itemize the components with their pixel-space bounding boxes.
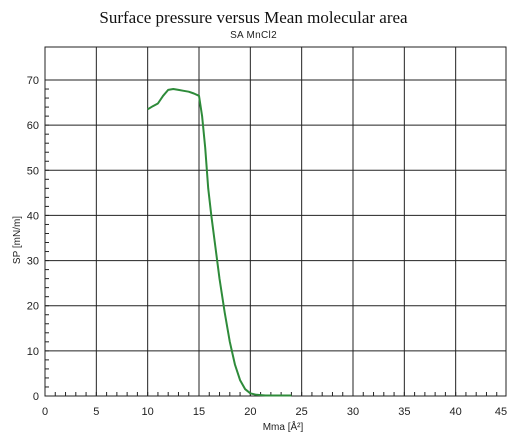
series-line <box>147 88 292 397</box>
y-tick-label: 40 <box>27 210 39 222</box>
y-tick-label: 20 <box>27 301 39 313</box>
x-axis-label: Mma [Å²] <box>263 420 304 433</box>
x-tick-label: 0 <box>42 406 48 418</box>
y-axis-label: SP [mN/m] <box>12 216 23 264</box>
y-tick-label: 50 <box>27 165 39 177</box>
x-tick-label: 20 <box>244 406 256 418</box>
x-tick-label: 10 <box>142 406 154 418</box>
y-tick-label: 10 <box>27 346 39 358</box>
chart-subtitle: SA MnCl2 <box>230 30 277 41</box>
x-tick-label: 45 <box>495 406 507 418</box>
y-tick-label: 60 <box>27 120 39 132</box>
x-tick-label: 35 <box>398 406 410 418</box>
x-tick-label: 25 <box>296 406 308 418</box>
y-tick-label: 0 <box>33 391 39 403</box>
plot-frame <box>44 46 507 397</box>
chart-title: Surface pressure versus Mean molecular a… <box>99 8 408 27</box>
x-tick-label: 40 <box>450 406 462 418</box>
x-tick-label: 15 <box>193 406 205 418</box>
y-tick-label: 30 <box>27 256 39 268</box>
x-tick-label: 30 <box>347 406 359 418</box>
x-tick-label: 5 <box>93 406 99 418</box>
y-tick-label: 70 <box>27 75 39 87</box>
